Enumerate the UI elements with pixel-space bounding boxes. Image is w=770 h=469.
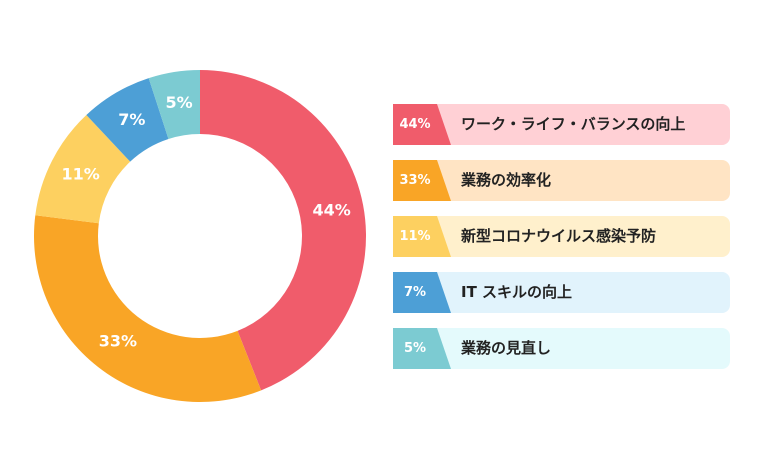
legend-item: 5% 業務の見直し [393, 328, 730, 369]
slice-label: 7% [118, 110, 145, 129]
legend-item: 33% 業務の効率化 [393, 160, 730, 201]
legend-percent: 11% [393, 216, 451, 257]
legend-item: 11% 新型コロナウイルス感染予防 [393, 216, 730, 257]
legend-percent: 5% [393, 328, 451, 369]
legend-item: 7% IT スキルの向上 [393, 272, 730, 313]
legend-percent: 33% [393, 160, 451, 201]
donut-slice [200, 70, 366, 391]
donut-slice [86, 78, 169, 162]
legend-percent: 44% [393, 104, 451, 145]
slice-label: 5% [165, 93, 192, 112]
slice-label: 44% [312, 200, 350, 219]
legend: 44% ワーク・ライフ・バランスの向上 33% 業務の効率化 11% 新型コロナ… [393, 104, 730, 384]
donut-chart: 44% 33% 11% 7% 5% [33, 70, 366, 402]
legend-item: 44% ワーク・ライフ・バランスの向上 [393, 104, 730, 145]
legend-label: IT スキルの向上 [461, 283, 573, 301]
donut-slice [33, 215, 262, 402]
legend-label: 新型コロナウイルス感染予防 [461, 227, 657, 245]
legend-percent: 7% [393, 272, 451, 313]
slice-label: 33% [99, 331, 137, 350]
legend-label: 業務の効率化 [461, 171, 552, 189]
donut-slice [148, 70, 200, 139]
donut-slice [35, 114, 131, 224]
slice-label: 11% [61, 165, 99, 184]
legend-label: ワーク・ライフ・バランスの向上 [461, 115, 686, 133]
legend-label: 業務の見直し [461, 339, 552, 357]
